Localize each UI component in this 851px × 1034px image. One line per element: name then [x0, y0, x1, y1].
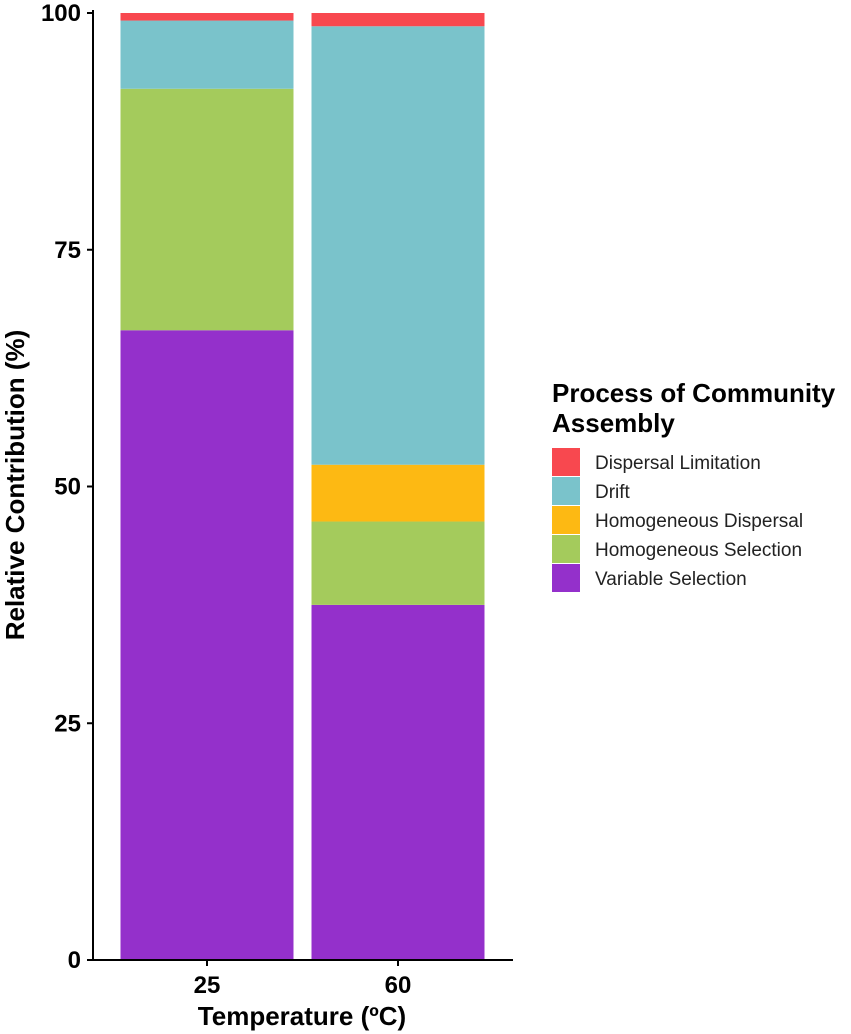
- legend-swatch-dispersal-limitation: [552, 448, 580, 476]
- legend-label-homogeneous-selection: Homogeneous Selection: [595, 540, 802, 561]
- y-tick-label-100: 100: [41, 0, 81, 27]
- legend-title-line-1: Process of Community: [552, 378, 836, 408]
- bar-segment-25-drift: [120, 20, 294, 89]
- y-tick-label-0: 0: [68, 947, 81, 974]
- legend-label-variable-selection: Variable Selection: [595, 569, 747, 590]
- bar-segment-60-homogeneous-selection: [311, 521, 485, 605]
- legend-label-dispersal-limitation: Dispersal Limitation: [595, 453, 761, 474]
- x-ticks: 25 60: [194, 960, 412, 999]
- x-tick-label-25: 25: [194, 972, 221, 999]
- y-axis-title: Relative Contribution (%): [0, 330, 30, 641]
- bar-segment-25-dispersal-limitation: [120, 13, 294, 21]
- legend-label-drift: Drift: [595, 482, 631, 503]
- y-ticks: 0 25 50 75 100: [41, 0, 93, 974]
- legend-swatch-drift: [552, 477, 580, 505]
- legend-swatch-homogeneous-dispersal: [552, 506, 580, 534]
- legend: Process of Community Assembly Dispersal …: [552, 378, 836, 592]
- y-tick-label-50: 50: [54, 474, 81, 501]
- x-tick-label-60: 60: [385, 972, 412, 999]
- legend-swatch-homogeneous-selection: [552, 535, 580, 563]
- legend-entries: Dispersal Limitation Drift Homogeneous Dis…: [552, 448, 803, 592]
- legend-title-line-2: Assembly: [552, 408, 675, 438]
- bar-segment-25-homogeneous-selection: [120, 88, 294, 331]
- y-tick-label-25: 25: [54, 710, 81, 737]
- bar-segment-60-variable-selection: [311, 604, 485, 960]
- bar-segment-60-dispersal-limitation: [311, 13, 485, 27]
- bar-segment-60-drift: [311, 26, 485, 465]
- bar-segment-60-homogeneous-dispersal: [311, 464, 485, 522]
- bars-layer: [120, 13, 485, 960]
- legend-swatch-variable-selection: [552, 564, 580, 592]
- legend-label-homogeneous-dispersal: Homogeneous Dispersal: [595, 511, 803, 532]
- x-axis-title: Temperature (ºC): [198, 1001, 406, 1031]
- y-tick-label-75: 75: [54, 237, 81, 264]
- bar-segment-25-variable-selection: [120, 330, 294, 960]
